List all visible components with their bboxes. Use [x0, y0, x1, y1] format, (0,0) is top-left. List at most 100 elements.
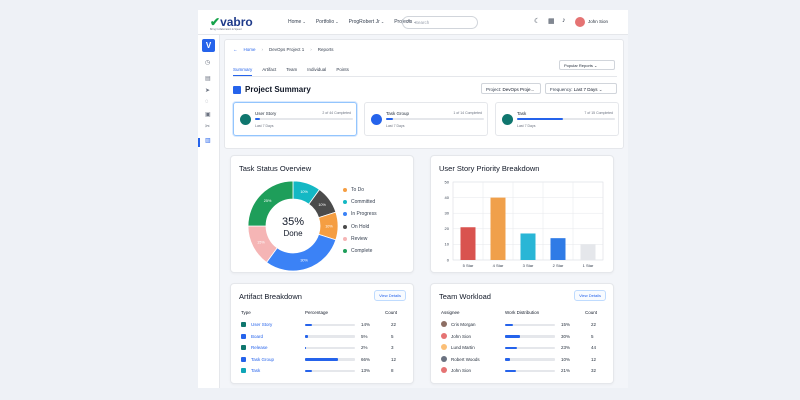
user-name[interactable]: John Sion	[588, 19, 609, 24]
artifact-percentage: 66%	[361, 356, 371, 362]
table-row[interactable]: John Sion 21% 32	[441, 367, 601, 378]
artifact-type[interactable]: Task Group	[251, 356, 275, 362]
assignee-name: Cris Morgan	[451, 322, 476, 327]
table-row[interactable]: Robert Woods 10% 12	[441, 355, 601, 367]
assignee-avatar	[441, 344, 447, 351]
frequency-select[interactable]: Frequency: Last 7 Days ⌄	[545, 83, 617, 94]
legend-label: On Hold	[351, 223, 370, 230]
grid-icon[interactable]: ▦	[548, 18, 555, 25]
table-row[interactable]: Lund Martin 23% 44	[441, 344, 601, 355]
artifact-type-icon	[241, 345, 246, 351]
tab-summary[interactable]: Summary	[233, 67, 253, 76]
donut-segment-label: 25%	[264, 199, 272, 203]
artifact-type[interactable]: Release	[251, 345, 268, 351]
legend-swatch	[343, 224, 347, 229]
table-row[interactable]: Task 13% 8	[241, 368, 401, 378]
tab-individual[interactable]: Individual	[307, 67, 327, 72]
tab-team[interactable]: Team	[286, 67, 298, 72]
table-row[interactable]: Board 5% 5	[241, 333, 401, 344]
donut-segment-complete[interactable]	[247, 180, 294, 227]
summary-card[interactable]: User Story 2 of 44 Completed Last 7 Days	[233, 102, 357, 136]
main-content: ← Home › DevOps Project 1 › Reports Popu…	[220, 35, 628, 388]
summary-card-progress	[255, 118, 353, 120]
workload-percentage: 23%	[561, 345, 571, 351]
artifact-percentage-fill	[305, 358, 338, 361]
board-icon[interactable]: ▤	[205, 76, 211, 82]
priority-chart-title: User Story Priority Breakdown	[439, 164, 540, 173]
bar-4-star[interactable]	[490, 197, 506, 260]
workload-count: 12	[591, 356, 597, 362]
summary-card-icon	[502, 114, 513, 125]
bar-5-star[interactable]	[460, 227, 476, 260]
avatar[interactable]	[575, 17, 585, 27]
bar-2-star[interactable]	[550, 238, 566, 260]
donut-chart: 10% 10% 10% 30% 15% 25% 35%Done	[247, 180, 339, 272]
summary-card-progress-fill	[517, 118, 564, 120]
donut-segment-in-progress[interactable]	[265, 233, 337, 272]
summary-card-count: 2 of 44 Completed	[322, 111, 351, 115]
team-view-details-button[interactable]: View Details	[574, 290, 606, 301]
logo[interactable]: ✔vabro Bring Collaboration & Speed	[210, 15, 253, 31]
clock-icon[interactable]: ◷	[205, 60, 211, 66]
back-arrow-icon[interactable]: ←	[233, 47, 238, 52]
artifact-type[interactable]: Task	[251, 368, 261, 374]
sidebar-logo[interactable]: V	[202, 39, 215, 52]
table-row[interactable]: User Story 14% 22	[241, 322, 401, 332]
artifact-type[interactable]: Board	[251, 333, 264, 339]
priority-chart-card: User Story Priority Breakdown 0 10 20 30 40 5…	[430, 155, 614, 273]
task-status-title: Task Status Overview	[239, 164, 312, 173]
breadcrumb-home[interactable]: Home	[243, 47, 256, 52]
tools-icon[interactable]: ✂	[205, 124, 211, 130]
table-row[interactable]: Cris Morgan 15% 22	[441, 321, 601, 332]
summary-card[interactable]: Task 7 of 15 Completed Last 7 Days	[495, 102, 619, 136]
legend-item: In Progress	[343, 208, 377, 220]
workload-percentage: 30%	[561, 333, 571, 339]
send-icon[interactable]: ➤	[205, 88, 211, 94]
tab-artifact[interactable]: Artifact	[262, 67, 277, 72]
nav-prog[interactable]: ProgRobert Jr	[349, 19, 385, 25]
workload-bar	[505, 346, 555, 350]
workload-bar	[505, 358, 555, 361]
summary-card-count: 7 of 15 Completed	[584, 111, 613, 115]
bar-1-star[interactable]	[580, 244, 596, 260]
reports-icon[interactable]: ▥	[205, 138, 211, 144]
table-row[interactable]: John Sion 30% 5	[441, 332, 601, 344]
nav-home[interactable]: Home	[288, 19, 306, 25]
workload-fill	[505, 335, 520, 338]
legend-item: Review	[343, 233, 377, 245]
summary-card-count: 1 of 14 Completed	[453, 111, 482, 115]
bell-icon[interactable]: ♪	[562, 17, 566, 24]
table-row[interactable]: Release 2% 3	[241, 345, 401, 355]
artifact-type[interactable]: User Story	[251, 322, 273, 327]
artifact-percentage-fill	[305, 346, 306, 350]
legend-swatch	[343, 200, 347, 205]
workload-percentage: 10%	[561, 356, 571, 362]
workload-fill	[505, 323, 513, 326]
nav-portfolio[interactable]: Portfolio	[316, 19, 339, 25]
legend-label: To Do	[351, 187, 365, 194]
moon-icon[interactable]: ☾	[534, 18, 541, 25]
legend-swatch	[343, 236, 347, 241]
breadcrumb-project[interactable]: DevOps Project 1	[269, 47, 305, 52]
artifact-percentage: 2%	[361, 345, 368, 351]
y-tick-label: 30	[445, 211, 450, 216]
project-select[interactable]: Project: DevOps Proje...	[481, 83, 541, 94]
breadcrumb-reports: Reports	[317, 47, 334, 52]
summary-card[interactable]: Task Group 1 of 14 Completed Last 7 Days	[364, 102, 488, 136]
artifact-type-icon	[241, 356, 246, 362]
table-row[interactable]: Task Group 66% 12	[241, 356, 401, 367]
popular-reports-dropdown[interactable]: Popular Reports ⌄	[559, 60, 615, 70]
workload-fill	[505, 346, 517, 350]
legend-swatch	[343, 212, 347, 217]
tab-bar: Summary Artifact Team Individual Points	[233, 67, 349, 76]
bar-3-star[interactable]	[520, 233, 536, 260]
chat-icon[interactable]: ◌	[205, 99, 209, 105]
legend-label: Review	[351, 235, 368, 242]
artifact-view-details-button[interactable]: View Details	[374, 290, 406, 301]
tab-points[interactable]: Points	[336, 67, 349, 72]
artifact-percentage-fill	[305, 369, 312, 373]
search-input[interactable]: Search	[402, 16, 478, 29]
artifact-count: 5	[391, 333, 394, 339]
y-tick-label: 50	[445, 179, 450, 184]
calendar-icon[interactable]: ▣	[205, 112, 211, 118]
